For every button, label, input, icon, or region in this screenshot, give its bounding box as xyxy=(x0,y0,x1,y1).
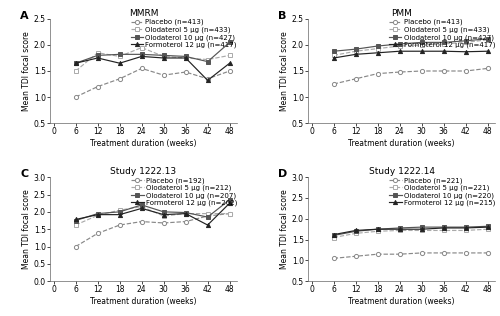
Legend: Placebo (n=192), Olodaterol 5 μg (n=212), Olodaterol 10 μg (n=207), Formoterol 1: Placebo (n=192), Olodaterol 5 μg (n=212)… xyxy=(131,177,237,206)
Text: A: A xyxy=(20,11,28,21)
Y-axis label: Mean TDI focal score: Mean TDI focal score xyxy=(280,31,289,111)
Legend: Placebo (n=413), Olodaterol 5 μg (n=433), Olodaterol 10 μg (n=427), Formoterol 1: Placebo (n=413), Olodaterol 5 μg (n=433)… xyxy=(389,19,495,48)
Y-axis label: Mean TDI focal score: Mean TDI focal score xyxy=(22,31,31,111)
X-axis label: Treatment duration (weeks): Treatment duration (weeks) xyxy=(90,297,196,306)
Legend: Placebo (n=221), Olodaterol 5 μg (n=221), Olodaterol 10 μg (n=220), Formoterol 1: Placebo (n=221), Olodaterol 5 μg (n=221)… xyxy=(389,177,495,206)
X-axis label: Treatment duration (weeks): Treatment duration (weeks) xyxy=(90,139,196,148)
Legend: Placebo (n=413), Olodaterol 5 μg (n=433), Olodaterol 10 μg (n=427), Formoterol 1: Placebo (n=413), Olodaterol 5 μg (n=433)… xyxy=(131,19,237,48)
Y-axis label: Mean TDI focal score: Mean TDI focal score xyxy=(280,189,289,269)
Title: MMRM: MMRM xyxy=(128,9,158,18)
Text: C: C xyxy=(20,169,28,179)
Y-axis label: Mean TDI focal score: Mean TDI focal score xyxy=(22,189,31,269)
Text: B: B xyxy=(278,11,286,21)
Title: Study 1222.14: Study 1222.14 xyxy=(368,167,434,176)
Title: PMM: PMM xyxy=(391,9,412,18)
Text: D: D xyxy=(278,169,287,179)
X-axis label: Treatment duration (weeks): Treatment duration (weeks) xyxy=(348,297,455,306)
X-axis label: Treatment duration (weeks): Treatment duration (weeks) xyxy=(348,139,455,148)
Title: Study 1222.13: Study 1222.13 xyxy=(110,167,176,176)
